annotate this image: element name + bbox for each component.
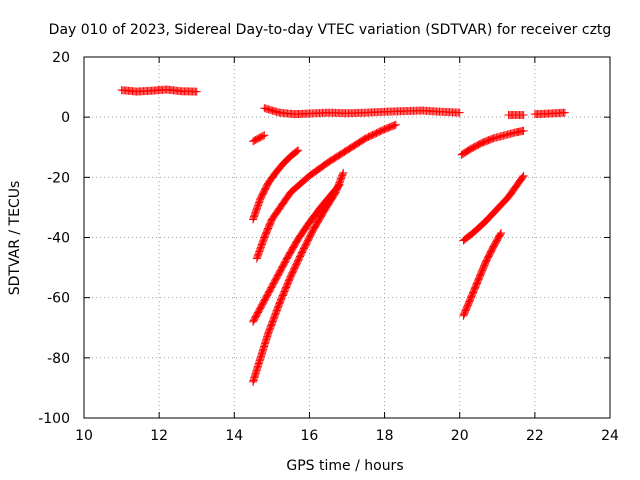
series-arc [249, 131, 269, 146]
data-point [455, 108, 464, 117]
data-point [339, 168, 348, 177]
y-tick-label: -80 [47, 351, 70, 367]
x-tick-label: 22 [526, 428, 544, 444]
data-point [519, 126, 528, 135]
data-point [259, 131, 268, 140]
x-tick-label: 12 [150, 428, 168, 444]
data-point [260, 131, 269, 140]
data-point [496, 230, 505, 239]
data-point [391, 120, 400, 129]
y-tick-label: -20 [47, 170, 70, 186]
y-tick-label: -40 [47, 231, 70, 247]
x-tick-label: 20 [451, 428, 469, 444]
data-point [293, 147, 302, 156]
x-tick-label: 24 [601, 428, 619, 444]
x-tick-label: 16 [301, 428, 319, 444]
data-series [117, 85, 569, 386]
series-arc [530, 108, 569, 119]
series-arc [459, 228, 506, 320]
y-tick-label: -60 [47, 291, 70, 307]
series-arc [260, 104, 464, 119]
x-axis-label: GPS time / hours [286, 458, 403, 474]
data-point [192, 87, 201, 96]
series-arc [504, 111, 528, 120]
data-point [560, 108, 569, 117]
axis-ticks: 10 12 14 16 18 20 22 24 -100 -80 -60 -40 -20 0 20 [38, 50, 619, 444]
data-point [292, 147, 301, 156]
data-point [518, 172, 527, 181]
series-arc [249, 168, 348, 386]
y-tick-label: 0 [61, 110, 70, 126]
data-point [338, 170, 347, 179]
data-point [294, 146, 303, 155]
data-point [519, 171, 528, 180]
x-tick-label: 10 [75, 428, 93, 444]
data-point [390, 121, 399, 130]
x-tick-label: 18 [376, 428, 394, 444]
y-tick-label: 20 [52, 50, 70, 66]
series-arc [117, 85, 201, 96]
x-tick-label: 14 [225, 428, 243, 444]
series-arc [457, 126, 528, 159]
chart-title: Day 010 of 2023, Sidereal Day-to-day VTE… [49, 22, 612, 38]
series-arc [252, 120, 400, 263]
y-tick-label: -100 [38, 411, 70, 427]
data-point [519, 111, 528, 120]
y-axis-label: SDTVAR / TECUs [7, 181, 23, 296]
series-arc [459, 171, 528, 245]
series-arc [249, 146, 303, 224]
data-point [497, 228, 506, 237]
